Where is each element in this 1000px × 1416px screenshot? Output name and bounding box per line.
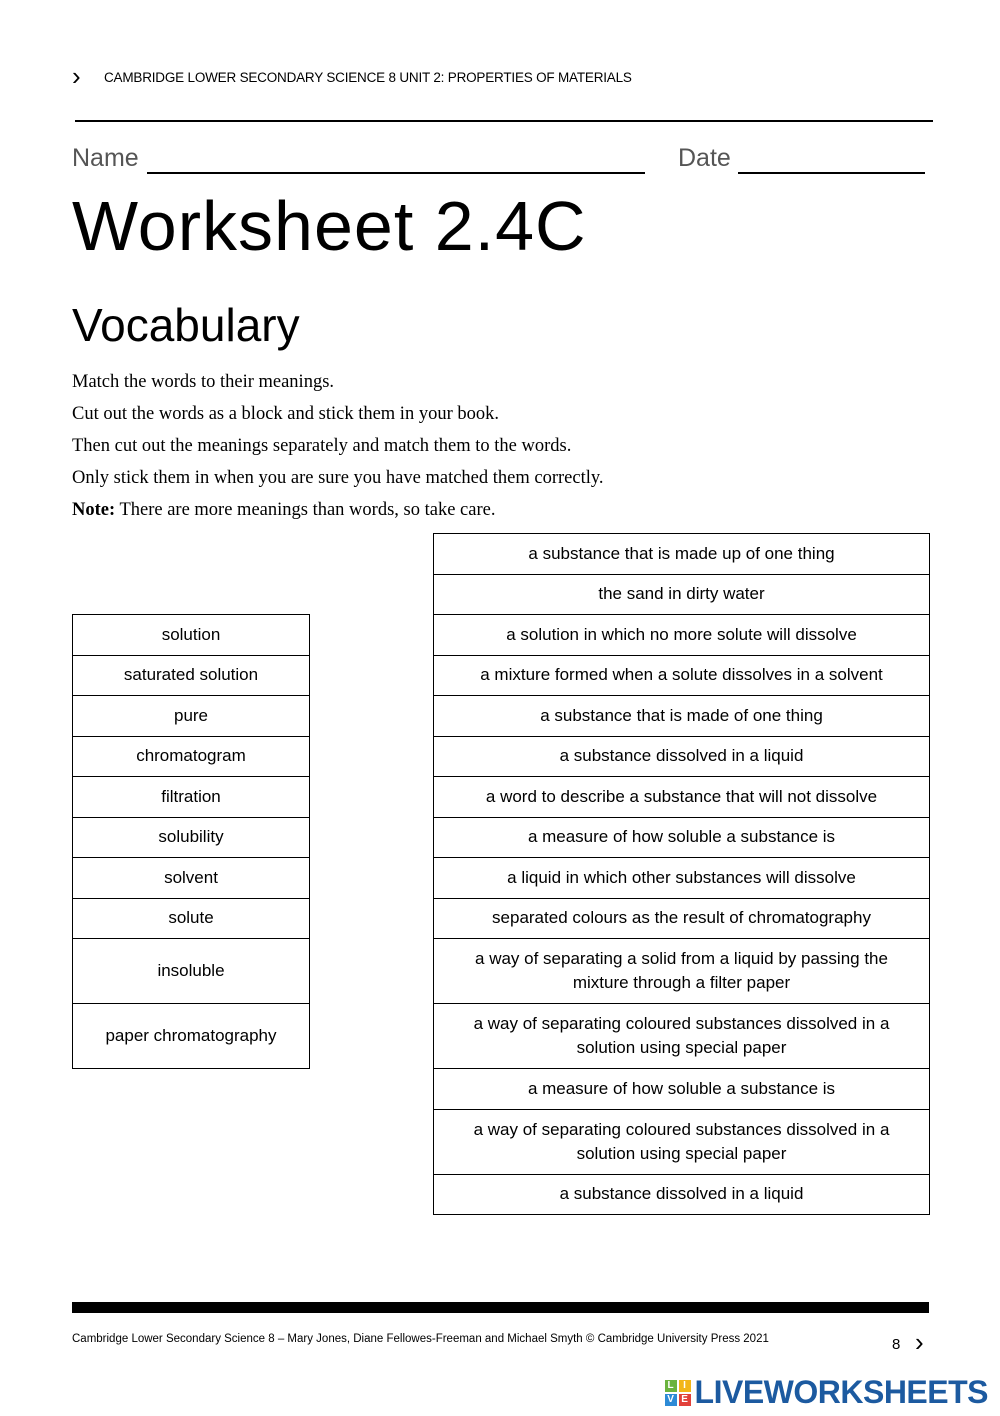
word-cell: insoluble: [72, 938, 310, 1004]
instruction-line: Only stick them in when you are sure you…: [72, 468, 604, 488]
meaning-cell: a liquid in which other substances will …: [433, 857, 930, 899]
meaning-cell: separated colours as the result of chrom…: [433, 897, 930, 939]
instruction-line: Match the words to their meanings.: [72, 372, 335, 392]
word-cell: solvent: [72, 857, 310, 899]
meaning-cell: a word to describe a substance that will…: [433, 776, 930, 818]
note-label: Note:: [72, 500, 116, 520]
badge-letter: L: [664, 1379, 677, 1392]
badge-letter: V: [664, 1393, 677, 1406]
date-label: Date: [678, 144, 731, 172]
name-label: Name: [72, 144, 139, 172]
page-number: 8: [892, 1336, 901, 1353]
word-cell: solution: [72, 614, 310, 656]
meaning-cell: a way of separating a solid from a liqui…: [433, 938, 930, 1004]
instruction-line: Cut out the words as a block and stick t…: [72, 404, 499, 424]
meaning-cell: a substance dissolved in a liquid: [433, 1173, 930, 1215]
meaning-cell: a solution in which no more solute will …: [433, 614, 930, 656]
note-line: Note: There are more meanings than words…: [72, 494, 604, 526]
word-cell: filtration: [72, 776, 310, 818]
footer-credit: Cambridge Lower Secondary Science 8 – Ma…: [72, 1333, 769, 1345]
meaning-cell: a substance dissolved in a liquid: [433, 735, 930, 777]
badge-letter: I: [678, 1379, 691, 1392]
meaning-cell: the sand in dirty water: [433, 573, 930, 615]
running-header: CAMBRIDGE LOWER SECONDARY SCIENCE 8 UNIT…: [104, 70, 632, 85]
chevron-right-icon: ›: [72, 61, 81, 91]
meaning-cell: a way of separating coloured substances …: [433, 1108, 930, 1175]
section-heading: Vocabulary: [72, 299, 300, 351]
instructions: Match the words to their meanings. Cut o…: [72, 366, 604, 526]
logo-text: LIVEWORKSHEETS: [694, 1374, 989, 1410]
name-field[interactable]: [147, 150, 645, 174]
meaning-cell: a measure of how soluble a substance is: [433, 816, 930, 858]
badge-letter: E: [678, 1393, 691, 1406]
word-cell: solubility: [72, 816, 310, 858]
date-field[interactable]: [738, 150, 925, 174]
word-cell: solute: [72, 897, 310, 939]
page-title: Worksheet 2.4C: [72, 187, 587, 265]
words-table: solution saturated solution pure chromatogr…: [72, 614, 310, 1069]
header-rule: [75, 120, 933, 122]
meaning-cell: a mixture formed when a solute dissolves…: [433, 654, 930, 696]
meaning-cell: a measure of how soluble a substance is: [433, 1068, 930, 1110]
footer-rule: [72, 1302, 929, 1313]
next-page-chevron-icon: ›: [915, 1327, 924, 1357]
meanings-table: a substance that is made up of one thing…: [433, 533, 930, 1215]
word-cell: chromatogram: [72, 735, 310, 777]
word-cell: paper chromatography: [72, 1003, 310, 1069]
instruction-line: Then cut out the meanings separately and…: [72, 436, 572, 456]
word-cell: saturated solution: [72, 654, 310, 696]
meaning-cell: a substance that is made of one thing: [433, 695, 930, 737]
meaning-cell: a substance that is made up of one thing: [433, 533, 930, 575]
meaning-cell: a way of separating coloured substances …: [433, 1003, 930, 1069]
note-text: There are more meanings than words, so t…: [115, 500, 496, 520]
word-cell: pure: [72, 695, 310, 737]
